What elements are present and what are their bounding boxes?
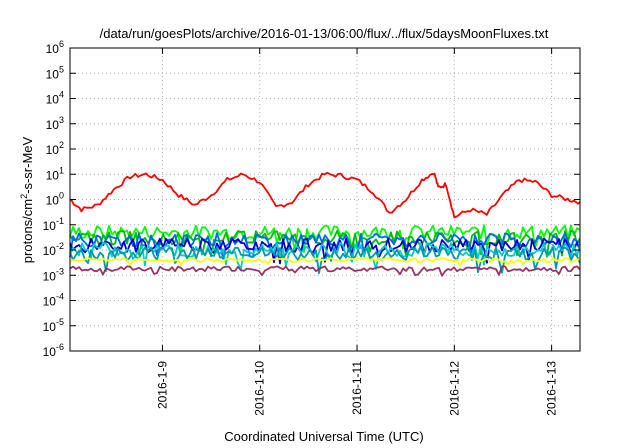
- series-line: [69, 230, 581, 258]
- y-tick-label: 103: [46, 115, 64, 132]
- x-tick-label: 2016-1-13: [545, 361, 559, 416]
- y-tick-label: 104: [46, 90, 64, 107]
- x-tick-label: 2016-1-9: [155, 361, 169, 409]
- chart-title: /data/run/goesPlots/archive/2016-01-13/0…: [100, 26, 549, 41]
- y-tick-label: 10-6: [43, 342, 64, 359]
- y-tick-label: 10-5: [43, 317, 64, 334]
- x-axis-ticks: 2016-1-9 2016-1-10 2016-1-11 2016-1-12 2016-…: [155, 48, 559, 416]
- x-tick-label: 2016-1-12: [447, 361, 461, 416]
- y-tick-label: 101: [46, 165, 64, 182]
- series-line: [69, 237, 581, 265]
- y-tick-label: 102: [46, 140, 64, 157]
- y-tick-label: 106: [46, 39, 64, 56]
- y-tick-label: 10-1: [43, 216, 64, 233]
- y-tick-label: 10-3: [43, 266, 64, 283]
- y-tick-label: 10-2: [43, 241, 64, 258]
- series-line: [69, 265, 581, 277]
- y-tick-label: 10-4: [43, 292, 64, 309]
- y-axis-label: protons/cm2-s-sr-MeV: [19, 136, 35, 263]
- series-group: [69, 171, 581, 277]
- y-tick-label: 100: [46, 191, 64, 208]
- y-axis-ticks: 10-6 10-5 10-4 10-3 10-2 10-1 100 101 102 103 104 1…: [43, 39, 580, 359]
- x-tick-label: 2016-1-11: [350, 361, 364, 415]
- series-line: [69, 171, 581, 219]
- grid-lines: [70, 48, 580, 351]
- y-tick-label: 105: [46, 64, 64, 81]
- series-line: [69, 257, 581, 267]
- x-axis-label: Coordinated Universal Time (UTC): [224, 429, 423, 444]
- x-tick-label: 2016-1-10: [253, 361, 267, 416]
